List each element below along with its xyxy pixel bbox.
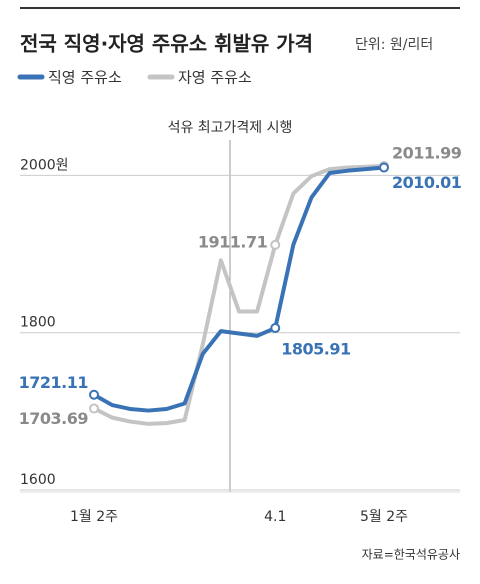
y-tick-label: 2000원 xyxy=(20,157,69,173)
series-line xyxy=(93,163,385,426)
data-label: 1703.69 xyxy=(19,409,89,428)
y-tick-label: 1600 xyxy=(20,472,56,488)
x-tick-label: 1월 2주 xyxy=(70,509,118,525)
series-line xyxy=(93,165,385,413)
point-marker xyxy=(270,323,281,334)
point-marker xyxy=(270,239,281,250)
point-marker xyxy=(379,162,389,173)
chart-title: 전국 직영·자영 주유소 휘발유 가격 xyxy=(20,32,313,56)
annotation: 석유 최고가격제 시행 xyxy=(168,120,293,136)
data-label: 1721.11 xyxy=(19,373,89,392)
legend-label: 자영 주유소 xyxy=(178,69,252,87)
data-label: 2011.99 xyxy=(392,143,462,162)
x-tick-label: 5월 2주 xyxy=(360,509,408,525)
unit-label: 단위: 원/리터 xyxy=(355,37,433,53)
point-marker xyxy=(89,403,99,414)
source: 자료=한국석유공사 xyxy=(362,548,460,562)
x-tick-label: 4.1 xyxy=(264,509,286,525)
data-label: 1911.71 xyxy=(198,232,268,251)
point-marker xyxy=(89,389,99,400)
y-tick-label: 1800 xyxy=(20,315,56,331)
data-label: 2010.01 xyxy=(392,173,462,192)
legend-label: 직영 주유소 xyxy=(48,69,122,87)
data-label: 1805.91 xyxy=(281,340,351,359)
